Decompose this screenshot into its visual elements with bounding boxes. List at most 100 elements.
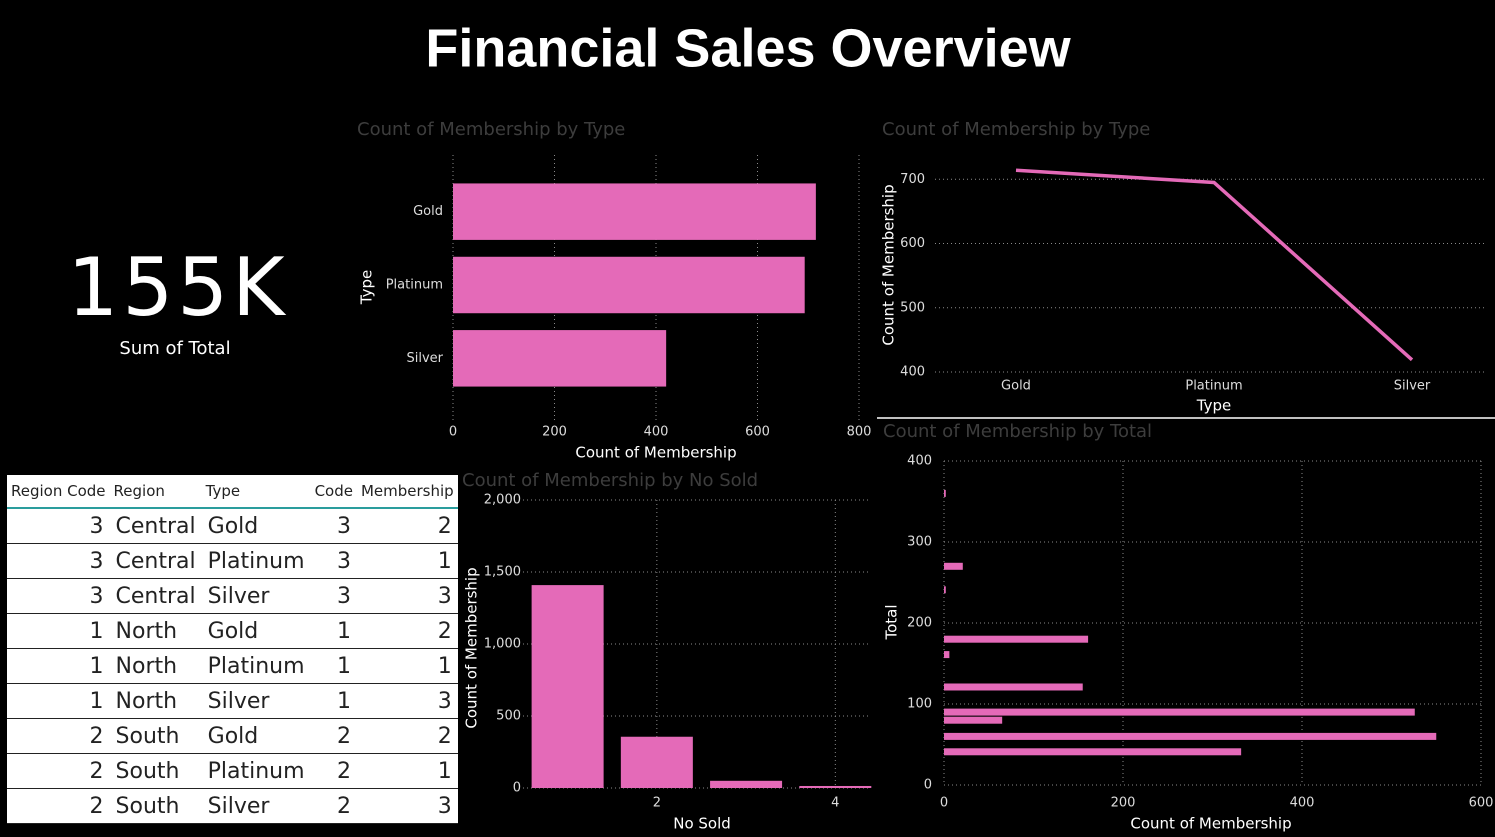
bar <box>453 256 805 314</box>
page-title: Financial Sales Overview <box>425 18 1071 78</box>
table-cell: 1 <box>7 648 110 684</box>
table-cell: Silver <box>201 578 311 614</box>
x-tick-label: 2 <box>653 796 661 811</box>
table-cell: 1 <box>310 683 357 719</box>
table-cell: North <box>109 648 202 684</box>
table-cell: South <box>109 753 202 789</box>
y-tick-label: 100 <box>907 697 932 712</box>
x-tick-label: 0 <box>940 796 948 811</box>
table-cell: 2 <box>356 508 458 544</box>
category-label: Gold <box>413 204 443 219</box>
x-tick-label: 200 <box>1111 796 1136 811</box>
column-header: Region Code <box>7 475 110 509</box>
x-tick-label: 600 <box>1469 796 1494 811</box>
table-cell: 1 <box>7 683 110 719</box>
category-label: Platinum <box>386 278 443 293</box>
chart-title: Count of Membership by No Sold <box>462 470 758 491</box>
line <box>1015 168 1414 362</box>
bar <box>944 489 946 497</box>
table-row: 1 North Platinum 1 1 <box>7 648 458 684</box>
table-cell: North <box>109 683 202 719</box>
table-cell: 2 <box>310 718 357 754</box>
table-cell: 2 <box>356 613 458 649</box>
table-cell: South <box>109 788 202 824</box>
bar <box>944 562 963 570</box>
table-cell: Silver <box>201 788 311 824</box>
x-axis-title: Count of Membership <box>1130 815 1291 833</box>
y-tick-label: 500 <box>496 709 521 724</box>
data-table: Region Code Region Type Code Membership 3 Cen… <box>7 475 458 824</box>
table-cell: South <box>109 718 202 754</box>
table-row: 2 South Silver 2 3 <box>7 788 458 824</box>
table-cell: 2 <box>310 753 357 789</box>
table-cell: 3 <box>356 788 458 824</box>
y-tick-label: 600 <box>900 236 925 251</box>
table-cell: Platinum <box>201 648 311 684</box>
table-cell: Central <box>109 508 202 544</box>
bar <box>944 586 946 594</box>
x-tick-label: 4 <box>831 796 839 811</box>
x-tick-label: 200 <box>542 425 567 440</box>
category-label: Gold <box>1001 379 1031 394</box>
table-cell: Silver <box>201 683 311 719</box>
x-tick-label: 400 <box>644 425 669 440</box>
bar <box>620 736 693 788</box>
table-row: 1 North Silver 1 3 <box>7 683 458 719</box>
category-label: Silver <box>1394 379 1431 394</box>
x-tick-label: 600 <box>745 425 770 440</box>
table-cell: 3 <box>7 578 110 614</box>
chart-title: Count of Membership by Type <box>357 119 625 140</box>
chart-title: Count of Membership by Total <box>883 421 1152 442</box>
bar <box>453 183 816 240</box>
table-cell: Gold <box>201 613 311 649</box>
table-cell: 2 <box>310 788 357 824</box>
category-label: Silver <box>406 351 443 366</box>
bar <box>944 716 1003 724</box>
x-tick-label: 0 <box>449 425 457 440</box>
table-cell: North <box>109 613 202 649</box>
kpi-label: Sum of Total <box>119 338 230 359</box>
column-header: Region <box>109 475 202 509</box>
y-tick-label: 700 <box>900 172 925 187</box>
column-header: Type <box>201 475 311 509</box>
table-cell: Gold <box>201 718 311 754</box>
table-cell: 2 <box>7 753 110 789</box>
bar <box>944 651 950 659</box>
table-cell: 3 <box>310 508 357 544</box>
y-tick-label: 500 <box>900 300 925 315</box>
bar <box>944 635 1089 643</box>
y-tick-label: 200 <box>907 616 932 631</box>
y-tick-label: 2,000 <box>484 493 521 508</box>
table-cell: 2 <box>356 718 458 754</box>
table-cell: 3 <box>7 543 110 579</box>
table-row: 2 South Platinum 2 1 <box>7 753 458 789</box>
table-cell: 1 <box>310 613 357 649</box>
y-tick-label: 300 <box>907 535 932 550</box>
bar <box>710 780 783 788</box>
x-axis-title: No Sold <box>673 815 731 833</box>
table-cell: 1 <box>310 648 357 684</box>
y-axis-title: Count of Membership <box>880 184 898 345</box>
table-cell: 1 <box>356 648 458 684</box>
y-tick-label: 0 <box>924 778 932 793</box>
table-row: 3 Central Platinum 3 1 <box>7 543 458 579</box>
table-cell: 1 <box>356 753 458 789</box>
table-row: 3 Central Gold 3 2 <box>7 508 458 544</box>
bar <box>453 330 667 387</box>
table-cell: 3 <box>310 543 357 579</box>
header-row: Region Code Region Type Code Membership <box>7 475 458 509</box>
y-tick-label: 1,500 <box>484 565 521 580</box>
x-tick-label: 800 <box>847 425 872 440</box>
column-header: Membership <box>356 475 458 509</box>
table-cell: 1 <box>356 543 458 579</box>
kpi-value: 155K <box>67 241 288 334</box>
table-cell: Central <box>109 543 202 579</box>
table-cell: 2 <box>7 788 110 824</box>
y-tick-label: 0 <box>513 781 521 796</box>
y-tick-label: 400 <box>907 454 932 469</box>
bar <box>944 732 1437 740</box>
bar <box>944 708 1415 716</box>
table-row: 1 North Gold 1 2 <box>7 613 458 649</box>
